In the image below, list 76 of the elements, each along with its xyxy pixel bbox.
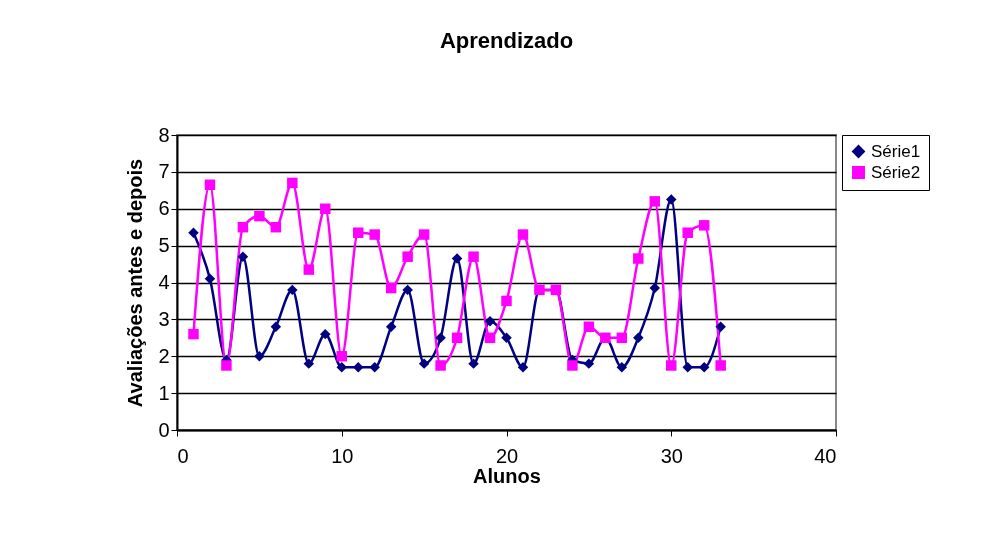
- point: [682, 227, 693, 238]
- point: [484, 332, 496, 344]
- point: [385, 321, 397, 332]
- point: [451, 332, 463, 344]
- point: [385, 282, 397, 294]
- point: [649, 196, 661, 207]
- chart-title: Aprendizado: [439, 28, 574, 53]
- legend-label: Série2: [871, 162, 921, 182]
- y-tick-label: 4: [158, 271, 170, 293]
- point: [402, 284, 413, 296]
- point: [666, 360, 677, 371]
- point: [254, 351, 265, 362]
- x-axis-title: Alunos: [473, 464, 541, 487]
- y-tick-label: 8: [158, 123, 170, 146]
- y-tick-label: 0: [158, 418, 170, 441]
- point: [484, 315, 496, 327]
- point: [204, 179, 216, 191]
- legend-label: Série1: [871, 141, 921, 161]
- point: [633, 332, 644, 344]
- point: [616, 332, 628, 344]
- point: [188, 328, 199, 340]
- point: [418, 229, 430, 240]
- point: [666, 194, 677, 205]
- point: [287, 177, 298, 189]
- point: [583, 358, 595, 369]
- point: [715, 360, 726, 371]
- point: [369, 362, 380, 373]
- x-tick-label: 10: [331, 444, 354, 467]
- point: [468, 358, 479, 369]
- point: [616, 362, 628, 373]
- x-tick-label: 40: [814, 444, 837, 467]
- point: [583, 321, 595, 332]
- point: [698, 362, 710, 373]
- point: [320, 328, 331, 340]
- y-tick-label: 6: [158, 197, 170, 220]
- point: [270, 221, 282, 233]
- y-tick-label: 2: [158, 344, 170, 367]
- y-tick-label: 7: [158, 160, 170, 183]
- y-tick-label: 3: [158, 307, 170, 330]
- point: [237, 251, 249, 262]
- y-tick-label: 1: [158, 381, 170, 404]
- point: [270, 321, 282, 332]
- point: [188, 227, 199, 238]
- point: [682, 362, 693, 373]
- point: [221, 360, 232, 371]
- point: [237, 221, 249, 233]
- y-tick-label: 5: [158, 234, 170, 257]
- point: [336, 351, 347, 362]
- y-axis-title: Avaliações antes e depois: [124, 158, 147, 408]
- point: [633, 253, 644, 264]
- point: [567, 360, 578, 371]
- point: [254, 210, 265, 222]
- point: [204, 273, 216, 285]
- point: [501, 295, 512, 307]
- point: [369, 229, 380, 240]
- point: [649, 282, 661, 294]
- point: [303, 264, 315, 275]
- x-tick-label: 30: [660, 444, 683, 467]
- point: [715, 321, 726, 332]
- point: [287, 284, 298, 296]
- point: [517, 362, 529, 373]
- point: [352, 227, 364, 238]
- x-tick-label: 20: [495, 444, 519, 467]
- point: [402, 251, 413, 262]
- point: [517, 229, 529, 240]
- point: [418, 358, 430, 369]
- point: [303, 358, 315, 369]
- point: [435, 360, 446, 371]
- point: [451, 253, 463, 264]
- point: [320, 203, 331, 214]
- point: [501, 332, 512, 344]
- point: [468, 251, 479, 262]
- point: [435, 332, 446, 344]
- x-tick-label: 0: [177, 444, 189, 467]
- point: [698, 220, 710, 231]
- point: [336, 362, 347, 373]
